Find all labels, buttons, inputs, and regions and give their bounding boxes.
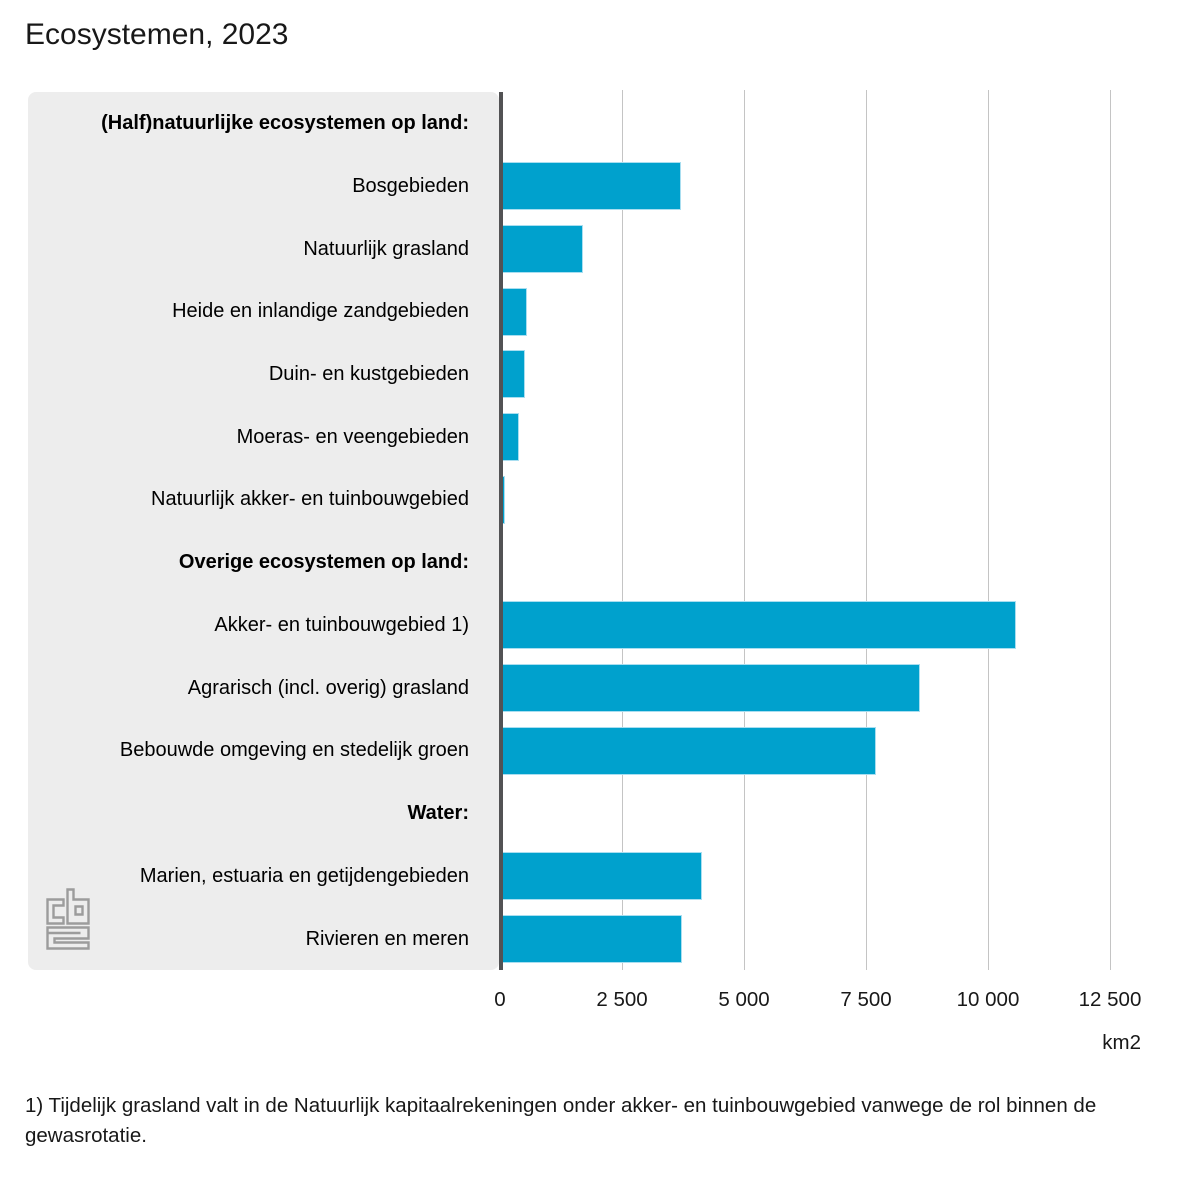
x-tick-label-10000: 10 000 <box>956 988 1020 1011</box>
group-header-label-water: Water: <box>28 800 469 826</box>
group-header-label-half-natuurlijke-ecosystemen-op-land: (Half)natuurlijke ecosystemen op land: <box>28 110 469 136</box>
bar-area <box>502 162 1170 211</box>
bar-duin-en-kustgebieden[interactable] <box>502 350 525 399</box>
category-row: Natuurlijk grasland <box>28 217 1170 280</box>
bar-natuurlijk-akker-en-tuinbouwgebied[interactable] <box>502 475 506 524</box>
x-tick-label-5000: 5 000 <box>718 988 770 1011</box>
category-label-rivieren-en-meren: Rivieren en meren <box>28 926 469 952</box>
bar-area <box>502 224 1170 273</box>
label-text: Rivieren en meren <box>305 927 469 950</box>
bar-area <box>502 601 1170 650</box>
chart-rows: (Half)natuurlijke ecosystemen op land: Bo… <box>28 92 1170 970</box>
bar-area <box>502 663 1170 712</box>
label-text: Bebouwde omgeving en stedelijk groen <box>119 739 469 762</box>
x-axis-unit-label: km2 <box>1102 1031 1141 1054</box>
label-text: Overige ecosystemen op land: <box>178 551 469 574</box>
bar-area <box>502 475 1170 524</box>
category-label-bosgebieden: Bosgebieden <box>28 173 469 199</box>
category-row: Natuurlijk akker- en tuinbouwgebied <box>28 468 1170 531</box>
y-axis-line <box>498 92 503 970</box>
bar-heide-en-inlandige-zandgebieden[interactable] <box>502 287 527 336</box>
gridline-2500 <box>621 90 623 970</box>
category-row: Duin- en kustgebieden <box>28 343 1170 406</box>
label-text: Bosgebieden <box>352 174 469 197</box>
bar-rivieren-en-meren[interactable] <box>502 914 683 963</box>
gridline-7500 <box>865 90 867 970</box>
category-row: Agrarisch (incl. overig) grasland <box>28 656 1170 719</box>
label-panel <box>28 92 499 970</box>
category-row: Heide en inlandige zandgebieden <box>28 280 1170 343</box>
x-tick-label-12500: 12 500 <box>1078 988 1142 1011</box>
group-header-row: Overige ecosystemen op land: <box>28 531 1170 594</box>
category-row: Akker- en tuinbouwgebied 1) <box>28 594 1170 657</box>
label-text: Akker- en tuinbouwgebied 1) <box>214 613 469 636</box>
category-label-heide-en-inlandige-zandgebieden: Heide en inlandige zandgebieden <box>28 298 469 324</box>
bar-marien-estuaria-en-getijdengebieden[interactable] <box>502 851 703 900</box>
label-text: Marien, estuaria en getijdengebieden <box>139 864 469 887</box>
gridline-5000 <box>743 90 745 970</box>
category-label-duin-en-kustgebieden: Duin- en kustgebieden <box>28 361 469 387</box>
chart-title: Ecosystemen, 2023 <box>25 18 289 51</box>
bar-area <box>502 412 1170 461</box>
label-text: Duin- en kustgebieden <box>268 363 469 386</box>
category-row: Bebouwde omgeving en stedelijk groen <box>28 719 1170 782</box>
bar-area <box>502 350 1170 399</box>
group-header-row: Water: <box>28 782 1170 845</box>
cbs-logo-icon <box>46 888 90 950</box>
footnote: 1) Tijdelijk grasland valt in de Natuurl… <box>25 1094 1097 1147</box>
label-text: Agrarisch (incl. overig) grasland <box>187 676 469 699</box>
category-row: Bosgebieden <box>28 155 1170 218</box>
category-row: Rivieren en meren <box>28 907 1170 970</box>
label-text: Natuurlijk grasland <box>303 237 469 260</box>
bar-area <box>502 287 1170 336</box>
bar-bebouwde-omgeving-en-stedelijk-groen[interactable] <box>502 726 877 775</box>
bar-natuurlijk-grasland[interactable] <box>502 224 583 273</box>
bar-area <box>502 726 1170 775</box>
x-tick-label-2500: 2 500 <box>596 988 648 1011</box>
group-header-row: (Half)natuurlijke ecosystemen op land: <box>28 92 1170 155</box>
category-label-agrarisch-incl-overig-grasland: Agrarisch (incl. overig) grasland <box>28 675 469 701</box>
category-label-natuurlijk-akker-en-tuinbouwgebied: Natuurlijk akker- en tuinbouwgebied <box>28 486 469 512</box>
bar-area <box>502 851 1170 900</box>
x-tick-label-7500: 7 500 <box>840 988 892 1011</box>
category-row: Marien, estuaria en getijdengebieden <box>28 845 1170 908</box>
group-header-label-overige-ecosystemen-op-land: Overige ecosystemen op land: <box>28 549 469 575</box>
label-text: Water: <box>407 802 469 825</box>
label-text: Moeras- en veengebieden <box>236 425 469 448</box>
category-label-akker-en-tuinbouwgebied-1: Akker- en tuinbouwgebied 1) <box>28 612 469 638</box>
category-label-bebouwde-omgeving-en-stedelijk-groen: Bebouwde omgeving en stedelijk groen <box>28 737 469 763</box>
bar-bosgebieden[interactable] <box>502 162 682 211</box>
x-tick-label-0: 0 <box>494 988 506 1011</box>
category-label-marien-estuaria-en-getijdengebieden: Marien, estuaria en getijdengebieden <box>28 863 469 889</box>
category-label-moeras-en-veengebieden: Moeras- en veengebieden <box>28 424 469 450</box>
gridline-10000 <box>987 90 989 970</box>
bar-moeras-en-veengebieden[interactable] <box>502 412 520 461</box>
category-row: Moeras- en veengebieden <box>28 406 1170 469</box>
bar-agrarisch-incl-overig-grasland[interactable] <box>502 663 921 712</box>
label-text: (Half)natuurlijke ecosystemen op land: <box>101 112 469 135</box>
category-label-natuurlijk-grasland: Natuurlijk grasland <box>28 236 469 262</box>
label-text: Heide en inlandige zandgebieden <box>172 300 469 323</box>
bar-area <box>502 914 1170 963</box>
gridline-12500 <box>1109 90 1111 970</box>
bar-akker-en-tuinbouwgebied-1[interactable] <box>502 601 1017 650</box>
label-text: Natuurlijk akker- en tuinbouwgebied <box>151 488 469 511</box>
